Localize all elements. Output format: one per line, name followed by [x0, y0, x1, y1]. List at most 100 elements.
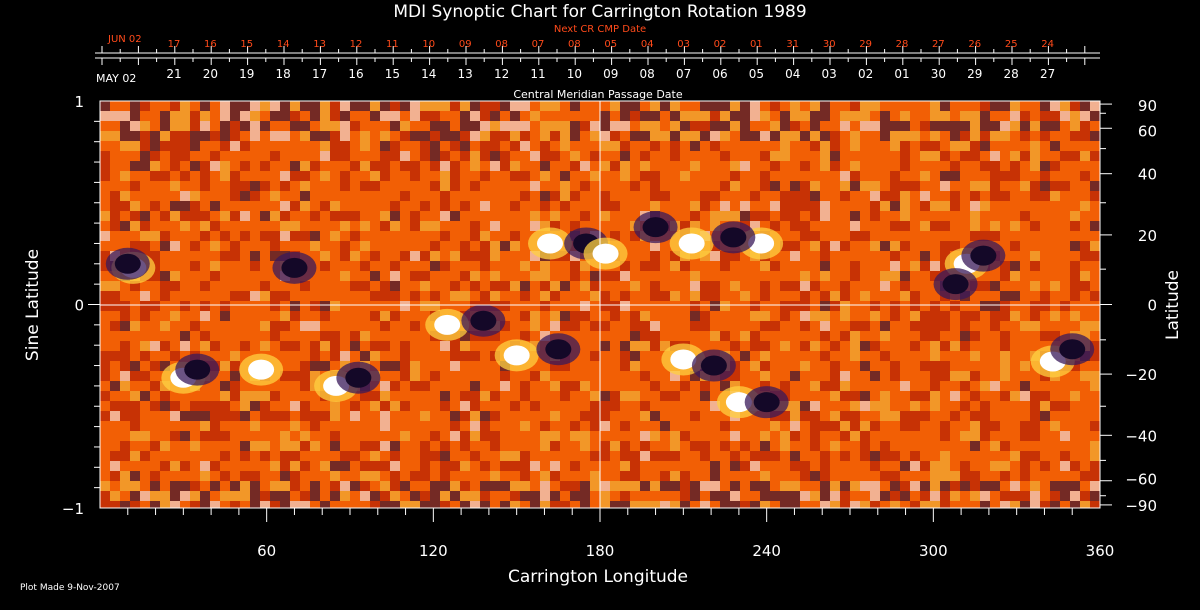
heatmap-cell — [1040, 491, 1050, 501]
heatmap-cell — [870, 301, 880, 311]
heatmap-cell — [410, 111, 420, 121]
heatmap-cell — [890, 321, 900, 331]
heatmap-cell — [110, 171, 120, 181]
heatmap-cell — [880, 331, 890, 341]
heatmap-cell — [140, 391, 150, 401]
heatmap-cell — [430, 181, 440, 191]
heatmap-cell — [390, 201, 400, 211]
heatmap-cell — [860, 291, 870, 301]
heatmap-cell — [410, 141, 420, 151]
heatmap-cell — [810, 391, 820, 401]
heatmap-cell — [920, 151, 930, 161]
heatmap-cell — [670, 451, 680, 461]
heatmap-cell — [630, 411, 640, 421]
date-label: 01 — [750, 39, 763, 50]
heatmap-cell — [1080, 151, 1090, 161]
heatmap-cell — [660, 321, 670, 331]
heatmap-cell — [420, 191, 430, 201]
heatmap-cell — [210, 321, 220, 331]
heatmap-cell — [980, 191, 990, 201]
heatmap-cell — [950, 471, 960, 481]
heatmap-cell — [1030, 311, 1040, 321]
heatmap-cell — [590, 311, 600, 321]
heatmap-cell — [180, 251, 190, 261]
heatmap-cell — [770, 171, 780, 181]
heatmap-cell — [630, 321, 640, 331]
heatmap-cell — [470, 241, 480, 251]
heatmap-cell — [300, 101, 310, 111]
heatmap-cell — [320, 181, 330, 191]
heatmap-cell — [300, 491, 310, 501]
heatmap-cell — [360, 281, 370, 291]
heatmap-cell — [230, 191, 240, 201]
heatmap-cell — [250, 311, 260, 321]
heatmap-cell — [840, 181, 850, 191]
heatmap-cell — [420, 161, 430, 171]
heatmap-cell — [160, 391, 170, 401]
heatmap-cell — [130, 461, 140, 471]
heatmap-cell — [450, 281, 460, 291]
heatmap-cell — [780, 461, 790, 471]
heatmap-cell — [850, 111, 860, 121]
heatmap-cell — [990, 341, 1000, 351]
heatmap-cell — [810, 201, 820, 211]
heatmap-cell — [320, 141, 330, 151]
heatmap-cell — [930, 161, 940, 171]
heatmap-cell — [1020, 431, 1030, 441]
heatmap-cell — [860, 321, 870, 331]
heatmap-cell — [720, 261, 730, 271]
heatmap-cell — [190, 231, 200, 241]
heatmap-cell — [280, 301, 290, 311]
heatmap-cell — [560, 211, 570, 221]
heatmap-cell — [800, 421, 810, 431]
heatmap-cell — [530, 371, 540, 381]
heatmap-cell — [850, 121, 860, 131]
heatmap-cell — [1010, 321, 1020, 331]
heatmap-cell — [430, 401, 440, 411]
heatmap-cell — [940, 421, 950, 431]
heatmap-cell — [550, 381, 560, 391]
heatmap-cell — [1050, 461, 1060, 471]
heatmap-cell — [920, 241, 930, 251]
heatmap-cell — [340, 491, 350, 501]
heatmap-cell — [710, 101, 720, 111]
heatmap-cell — [220, 111, 230, 121]
heatmap-cell — [210, 481, 220, 491]
heatmap-cell — [1000, 351, 1010, 361]
heatmap-cell — [860, 241, 870, 251]
heatmap-cell — [550, 471, 560, 481]
heatmap-cell — [880, 351, 890, 361]
heatmap-cell — [420, 311, 430, 321]
heatmap-cell — [240, 411, 250, 421]
heatmap-cell — [610, 231, 620, 241]
heatmap-cell — [970, 311, 980, 321]
heatmap-cell — [920, 331, 930, 341]
heatmap-cell — [270, 221, 280, 231]
heatmap-cell — [480, 211, 490, 221]
heatmap-cell — [120, 351, 130, 361]
heatmap-cell — [110, 211, 120, 221]
heatmap-cell — [190, 341, 200, 351]
heatmap-cell — [390, 211, 400, 221]
heatmap-cell — [410, 281, 420, 291]
heatmap-cell — [860, 231, 870, 241]
heatmap-cell — [440, 481, 450, 491]
heatmap-cell — [830, 231, 840, 241]
heatmap-cell — [580, 161, 590, 171]
heatmap-cell — [1030, 201, 1040, 211]
heatmap-cell — [190, 431, 200, 441]
heatmap-cell — [290, 131, 300, 141]
heatmap-cell — [650, 191, 660, 201]
heatmap-cell — [200, 501, 210, 508]
heatmap-cell — [120, 331, 130, 341]
heatmap-cell — [150, 141, 160, 151]
heatmap-cell — [150, 101, 160, 111]
heatmap-cell — [110, 131, 120, 141]
heatmap-cell — [360, 211, 370, 221]
heatmap-cell — [700, 181, 710, 191]
heatmap-cell — [340, 341, 350, 351]
heatmap-cell — [370, 131, 380, 141]
heatmap-cell — [770, 441, 780, 451]
heatmap-cell — [120, 451, 130, 461]
